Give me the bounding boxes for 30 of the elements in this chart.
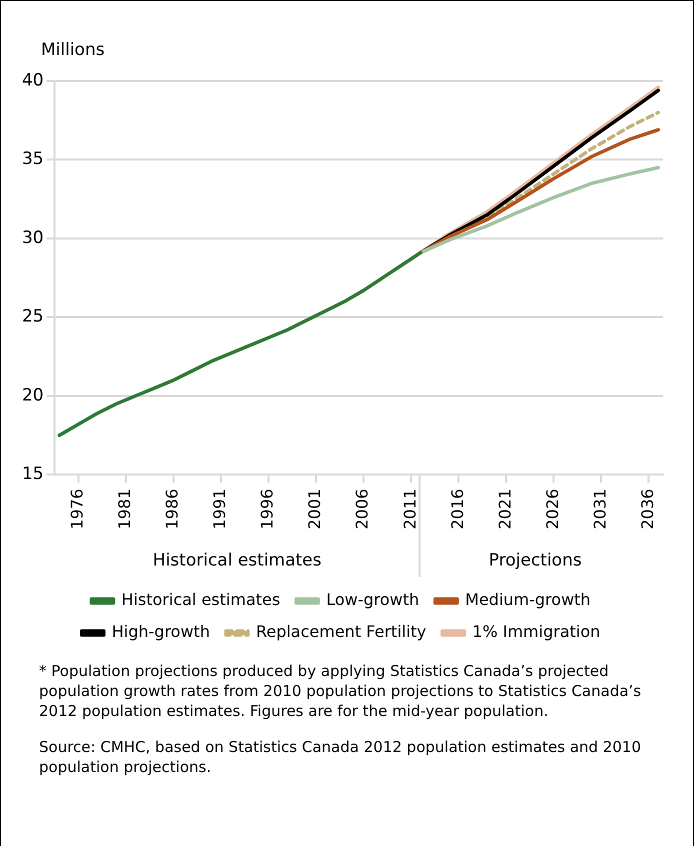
x-tick-label: 2031: [590, 488, 610, 530]
y-tick-label: 35: [22, 149, 44, 170]
x-tick-label: 2001: [305, 488, 324, 530]
x-tick-label: 2006: [352, 488, 372, 530]
y-tick-label: 30: [22, 228, 44, 248]
text: Projections: [488, 550, 582, 570]
y-tick-label: 25: [22, 306, 44, 327]
x-tick-label: 1991: [210, 488, 230, 530]
text: * Population projections produced by applying Statistics Canada’s projected population growth rates from 2010 population projections to Statistics Canada’s 2012 population estimates. Figures are for the mid-year population.: [39, 661, 642, 721]
x-tick-label: 2011: [400, 488, 420, 530]
x-tick-label: 1996: [258, 488, 277, 530]
y-tick-label: 20: [22, 385, 44, 406]
legend-label: Replacement Fertility: [256, 622, 426, 642]
x-tick-label: 1976: [68, 488, 87, 530]
text: Historical estimates: [152, 550, 322, 570]
y-tick-label: 15: [22, 464, 44, 484]
legend-label: Low-growth: [326, 590, 420, 610]
legend-label: Historical estimates: [121, 590, 280, 610]
x-tick-label: 2036: [638, 488, 657, 530]
x-tick-label: 1981: [115, 488, 134, 530]
x-tick-label: 2026: [542, 488, 562, 530]
legend-label: 1% Immigration: [472, 622, 600, 642]
y-axis-title: Millions: [41, 40, 105, 60]
legend-label: High-growth: [112, 622, 210, 642]
y-tick-label: 40: [22, 70, 44, 90]
x-tick-label: 2021: [495, 488, 514, 530]
legend-label: Medium-growth: [465, 590, 591, 610]
x-tick-label: 2016: [448, 488, 467, 530]
source-note: Source: CMHC, based on Statistics Canada 2012 population estimates and 2010 population projections.: [39, 737, 642, 777]
x-tick-label: 1986: [162, 488, 182, 530]
